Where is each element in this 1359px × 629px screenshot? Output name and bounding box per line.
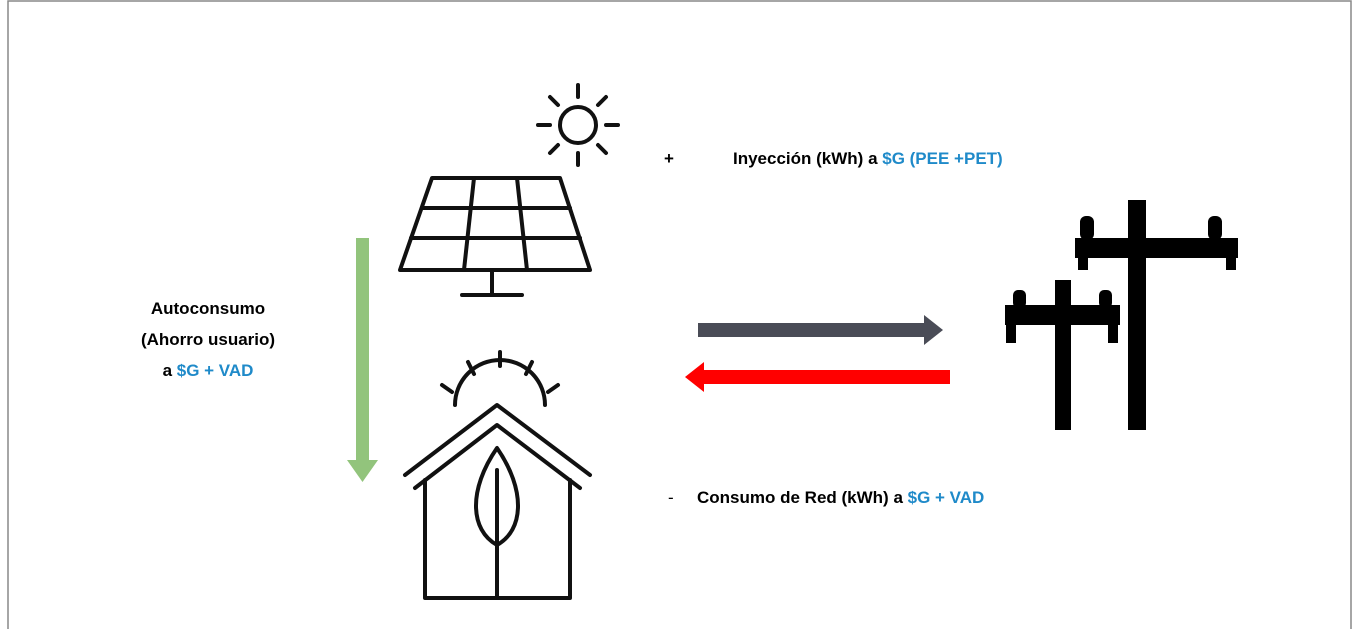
grid-consumption-sign: - bbox=[668, 488, 674, 507]
self-consumption-line3: a $G + VAD bbox=[163, 361, 254, 380]
house-icon bbox=[403, 350, 592, 600]
injection-label: Inyección (kWh) a $G (PEE +PET) bbox=[733, 149, 1003, 168]
grid-consumption-highlight: $G + VAD bbox=[908, 488, 985, 507]
self-consumption-line2: (Ahorro usuario) bbox=[141, 330, 275, 349]
self-consumption-arrow bbox=[347, 238, 378, 482]
grid-consumption-arrow bbox=[685, 362, 950, 392]
injection-sign: + bbox=[664, 149, 674, 168]
self-consumption-highlight: $G + VAD bbox=[177, 361, 254, 380]
solar-panel-icon bbox=[398, 176, 592, 297]
self-consumption-line1: Autoconsumo bbox=[151, 299, 265, 318]
frame bbox=[7, 0, 1352, 629]
power-poles-icon bbox=[1005, 200, 1238, 430]
injection-text: Inyección (kWh) a bbox=[733, 149, 882, 168]
self-consumption-prefix: a bbox=[163, 361, 177, 380]
injection-arrow bbox=[698, 315, 943, 345]
injection-highlight: $G (PEE +PET) bbox=[882, 149, 1002, 168]
sun-icon bbox=[536, 83, 620, 167]
grid-consumption-label: Consumo de Red (kWh) a $G + VAD bbox=[697, 488, 984, 507]
grid-consumption-text: Consumo de Red (kWh) a bbox=[697, 488, 908, 507]
